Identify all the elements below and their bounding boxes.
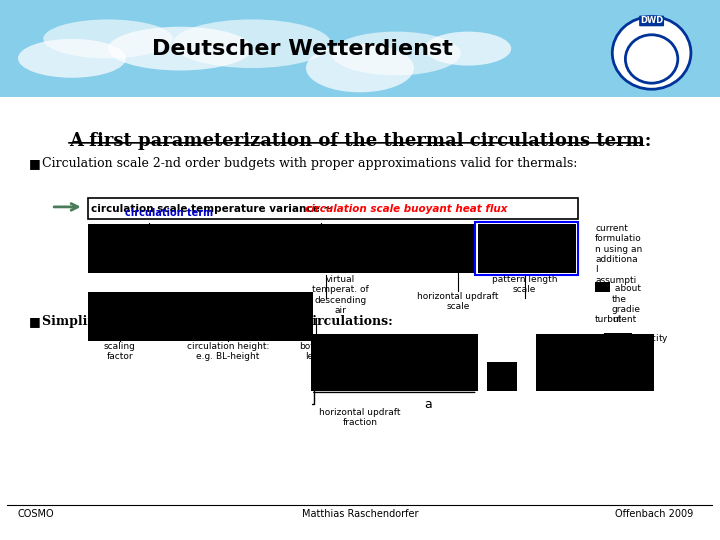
- Text: Simplified max flux approach for the circulations:: Simplified max flux approach for the cir…: [42, 315, 392, 328]
- Text: virtual
temperat. of
descending
air: virtual temperat. of descending air: [312, 275, 369, 315]
- Ellipse shape: [425, 31, 511, 65]
- Text: circulation scale buoyant heat flux: circulation scale buoyant heat flux: [305, 204, 508, 214]
- Text: bottom
level: bottom level: [300, 342, 332, 361]
- Bar: [88, 292, 313, 341]
- Text: A first parameterization of the thermal circulations term:: A first parameterization of the thermal …: [69, 132, 651, 150]
- Bar: [311, 334, 477, 390]
- Text: current
formulatio
n using an
additiona
l
assumpti: current formulatio n using an additiona …: [595, 224, 642, 285]
- Text: square for
Brunt-
Väisälä-
frequency: square for Brunt- Väisälä- frequency: [502, 224, 548, 264]
- Text: DWD: DWD: [640, 16, 663, 25]
- Text: horizontal updraft
fraction: horizontal updraft fraction: [319, 408, 401, 427]
- Text: vertical
velocity virtual
scale of temperat. of
circulation ascending air: vertical velocity virtual scale of tempe…: [299, 224, 402, 264]
- Text: Offenbach 2009: Offenbach 2009: [615, 509, 693, 519]
- Text: scaling
factor: scaling factor: [104, 342, 136, 361]
- Text: Deutscher Wetterdienst: Deutscher Wetterdienst: [152, 38, 453, 59]
- Ellipse shape: [173, 19, 331, 68]
- Text: ■: ■: [29, 157, 40, 170]
- Bar: [536, 334, 654, 390]
- Ellipse shape: [18, 39, 126, 78]
- Bar: [595, 282, 610, 292]
- Bar: [487, 362, 517, 390]
- Ellipse shape: [108, 26, 252, 71]
- Text: separate
d
thermals: separate d thermals: [129, 224, 169, 254]
- Text: horizontal updraft
scale: horizontal updraft scale: [418, 292, 499, 311]
- Bar: [88, 198, 577, 219]
- Ellipse shape: [43, 19, 173, 58]
- Text: q=$\sqrt{2TKE}$ velocity
scale: q=$\sqrt{2TKE}$ velocity scale: [585, 331, 669, 356]
- Bar: [474, 222, 577, 275]
- Text: ■: ■: [29, 315, 40, 328]
- Text: a: a: [425, 398, 433, 411]
- Ellipse shape: [306, 44, 414, 92]
- Bar: [477, 224, 575, 273]
- Text: turbulent: turbulent: [595, 315, 637, 324]
- Text: circulation term: circulation term: [125, 208, 213, 218]
- Text: Matthias Raschendorfer: Matthias Raschendorfer: [302, 509, 418, 519]
- Ellipse shape: [331, 31, 461, 75]
- Text: COSMO: COSMO: [17, 509, 53, 519]
- Text: Circulation scale 2-nd order budgets with proper approximations valid for therma: Circulation scale 2-nd order budgets wit…: [42, 157, 577, 170]
- Text: pattern length
scale: pattern length scale: [492, 275, 557, 294]
- Text: about
the
gradie
nt: about the gradie nt: [612, 284, 641, 325]
- Text: circulation scale temperature variance ~: circulation scale temperature variance ~: [91, 204, 336, 214]
- Bar: [88, 224, 474, 273]
- Text: circulation height:
e.g. BL-height: circulation height: e.g. BL-height: [186, 342, 269, 361]
- Circle shape: [612, 17, 691, 89]
